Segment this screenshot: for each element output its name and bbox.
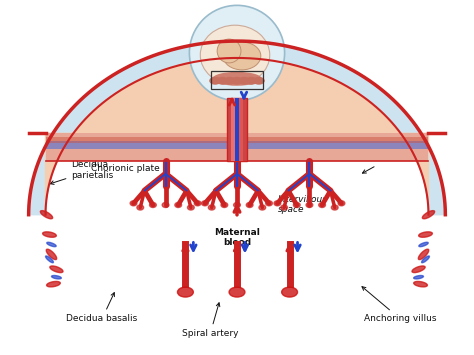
- Bar: [46, 137, 428, 143]
- Ellipse shape: [331, 205, 338, 210]
- Ellipse shape: [253, 77, 265, 85]
- Bar: [227, 98, 247, 161]
- Ellipse shape: [421, 256, 429, 263]
- Circle shape: [217, 39, 241, 63]
- Ellipse shape: [137, 205, 144, 210]
- Ellipse shape: [259, 205, 265, 210]
- Ellipse shape: [194, 201, 201, 206]
- Ellipse shape: [50, 266, 63, 273]
- Ellipse shape: [201, 201, 209, 206]
- Ellipse shape: [209, 77, 221, 85]
- Ellipse shape: [177, 287, 193, 297]
- Ellipse shape: [265, 201, 273, 206]
- Bar: [46, 141, 428, 149]
- Ellipse shape: [414, 275, 423, 279]
- Polygon shape: [28, 41, 446, 215]
- Ellipse shape: [234, 202, 240, 208]
- Bar: [239, 98, 243, 161]
- Polygon shape: [46, 58, 428, 215]
- Ellipse shape: [246, 202, 253, 208]
- Ellipse shape: [281, 205, 288, 210]
- Ellipse shape: [419, 242, 428, 247]
- Ellipse shape: [238, 77, 250, 85]
- Ellipse shape: [46, 249, 57, 260]
- Ellipse shape: [130, 201, 137, 206]
- Ellipse shape: [338, 201, 345, 206]
- Bar: [235, 98, 239, 161]
- Ellipse shape: [412, 266, 425, 273]
- Ellipse shape: [414, 282, 428, 287]
- Text: Maternal
blood: Maternal blood: [214, 228, 260, 247]
- Bar: [211, 71, 263, 89]
- Ellipse shape: [46, 282, 60, 287]
- Ellipse shape: [419, 232, 432, 237]
- Text: Intervillous
space: Intervillous space: [278, 195, 328, 214]
- Ellipse shape: [201, 25, 270, 85]
- Text: Fetal
circulation: Fetal circulation: [161, 96, 215, 115]
- Ellipse shape: [188, 205, 194, 210]
- Bar: [46, 133, 428, 161]
- Ellipse shape: [306, 202, 313, 208]
- Ellipse shape: [43, 232, 56, 237]
- Text: Chorionic villi: Chorionic villi: [359, 154, 420, 173]
- Ellipse shape: [40, 211, 53, 219]
- Ellipse shape: [212, 72, 262, 86]
- Text: Spiral artery: Spiral artery: [182, 303, 238, 338]
- Ellipse shape: [217, 77, 228, 85]
- Ellipse shape: [231, 77, 243, 85]
- Text: Decidua basalis: Decidua basalis: [66, 293, 137, 323]
- Ellipse shape: [422, 211, 435, 219]
- Ellipse shape: [229, 287, 245, 297]
- Ellipse shape: [149, 202, 156, 208]
- Ellipse shape: [419, 249, 429, 260]
- Ellipse shape: [162, 202, 169, 208]
- Ellipse shape: [246, 77, 257, 85]
- Ellipse shape: [47, 242, 56, 247]
- Ellipse shape: [175, 202, 182, 208]
- Circle shape: [190, 5, 284, 100]
- Ellipse shape: [282, 287, 298, 297]
- Bar: [231, 98, 235, 161]
- Ellipse shape: [52, 275, 61, 279]
- Text: Chorionic plate: Chorionic plate: [91, 152, 160, 173]
- Text: Anchoring villus: Anchoring villus: [362, 286, 437, 323]
- Text: Decidua
parietalis: Decidua parietalis: [50, 160, 114, 184]
- Ellipse shape: [209, 205, 215, 210]
- Ellipse shape: [274, 201, 281, 206]
- Ellipse shape: [221, 202, 228, 208]
- Ellipse shape: [223, 42, 261, 70]
- Ellipse shape: [46, 256, 54, 263]
- Ellipse shape: [224, 77, 236, 85]
- Ellipse shape: [293, 202, 300, 208]
- Ellipse shape: [319, 202, 326, 208]
